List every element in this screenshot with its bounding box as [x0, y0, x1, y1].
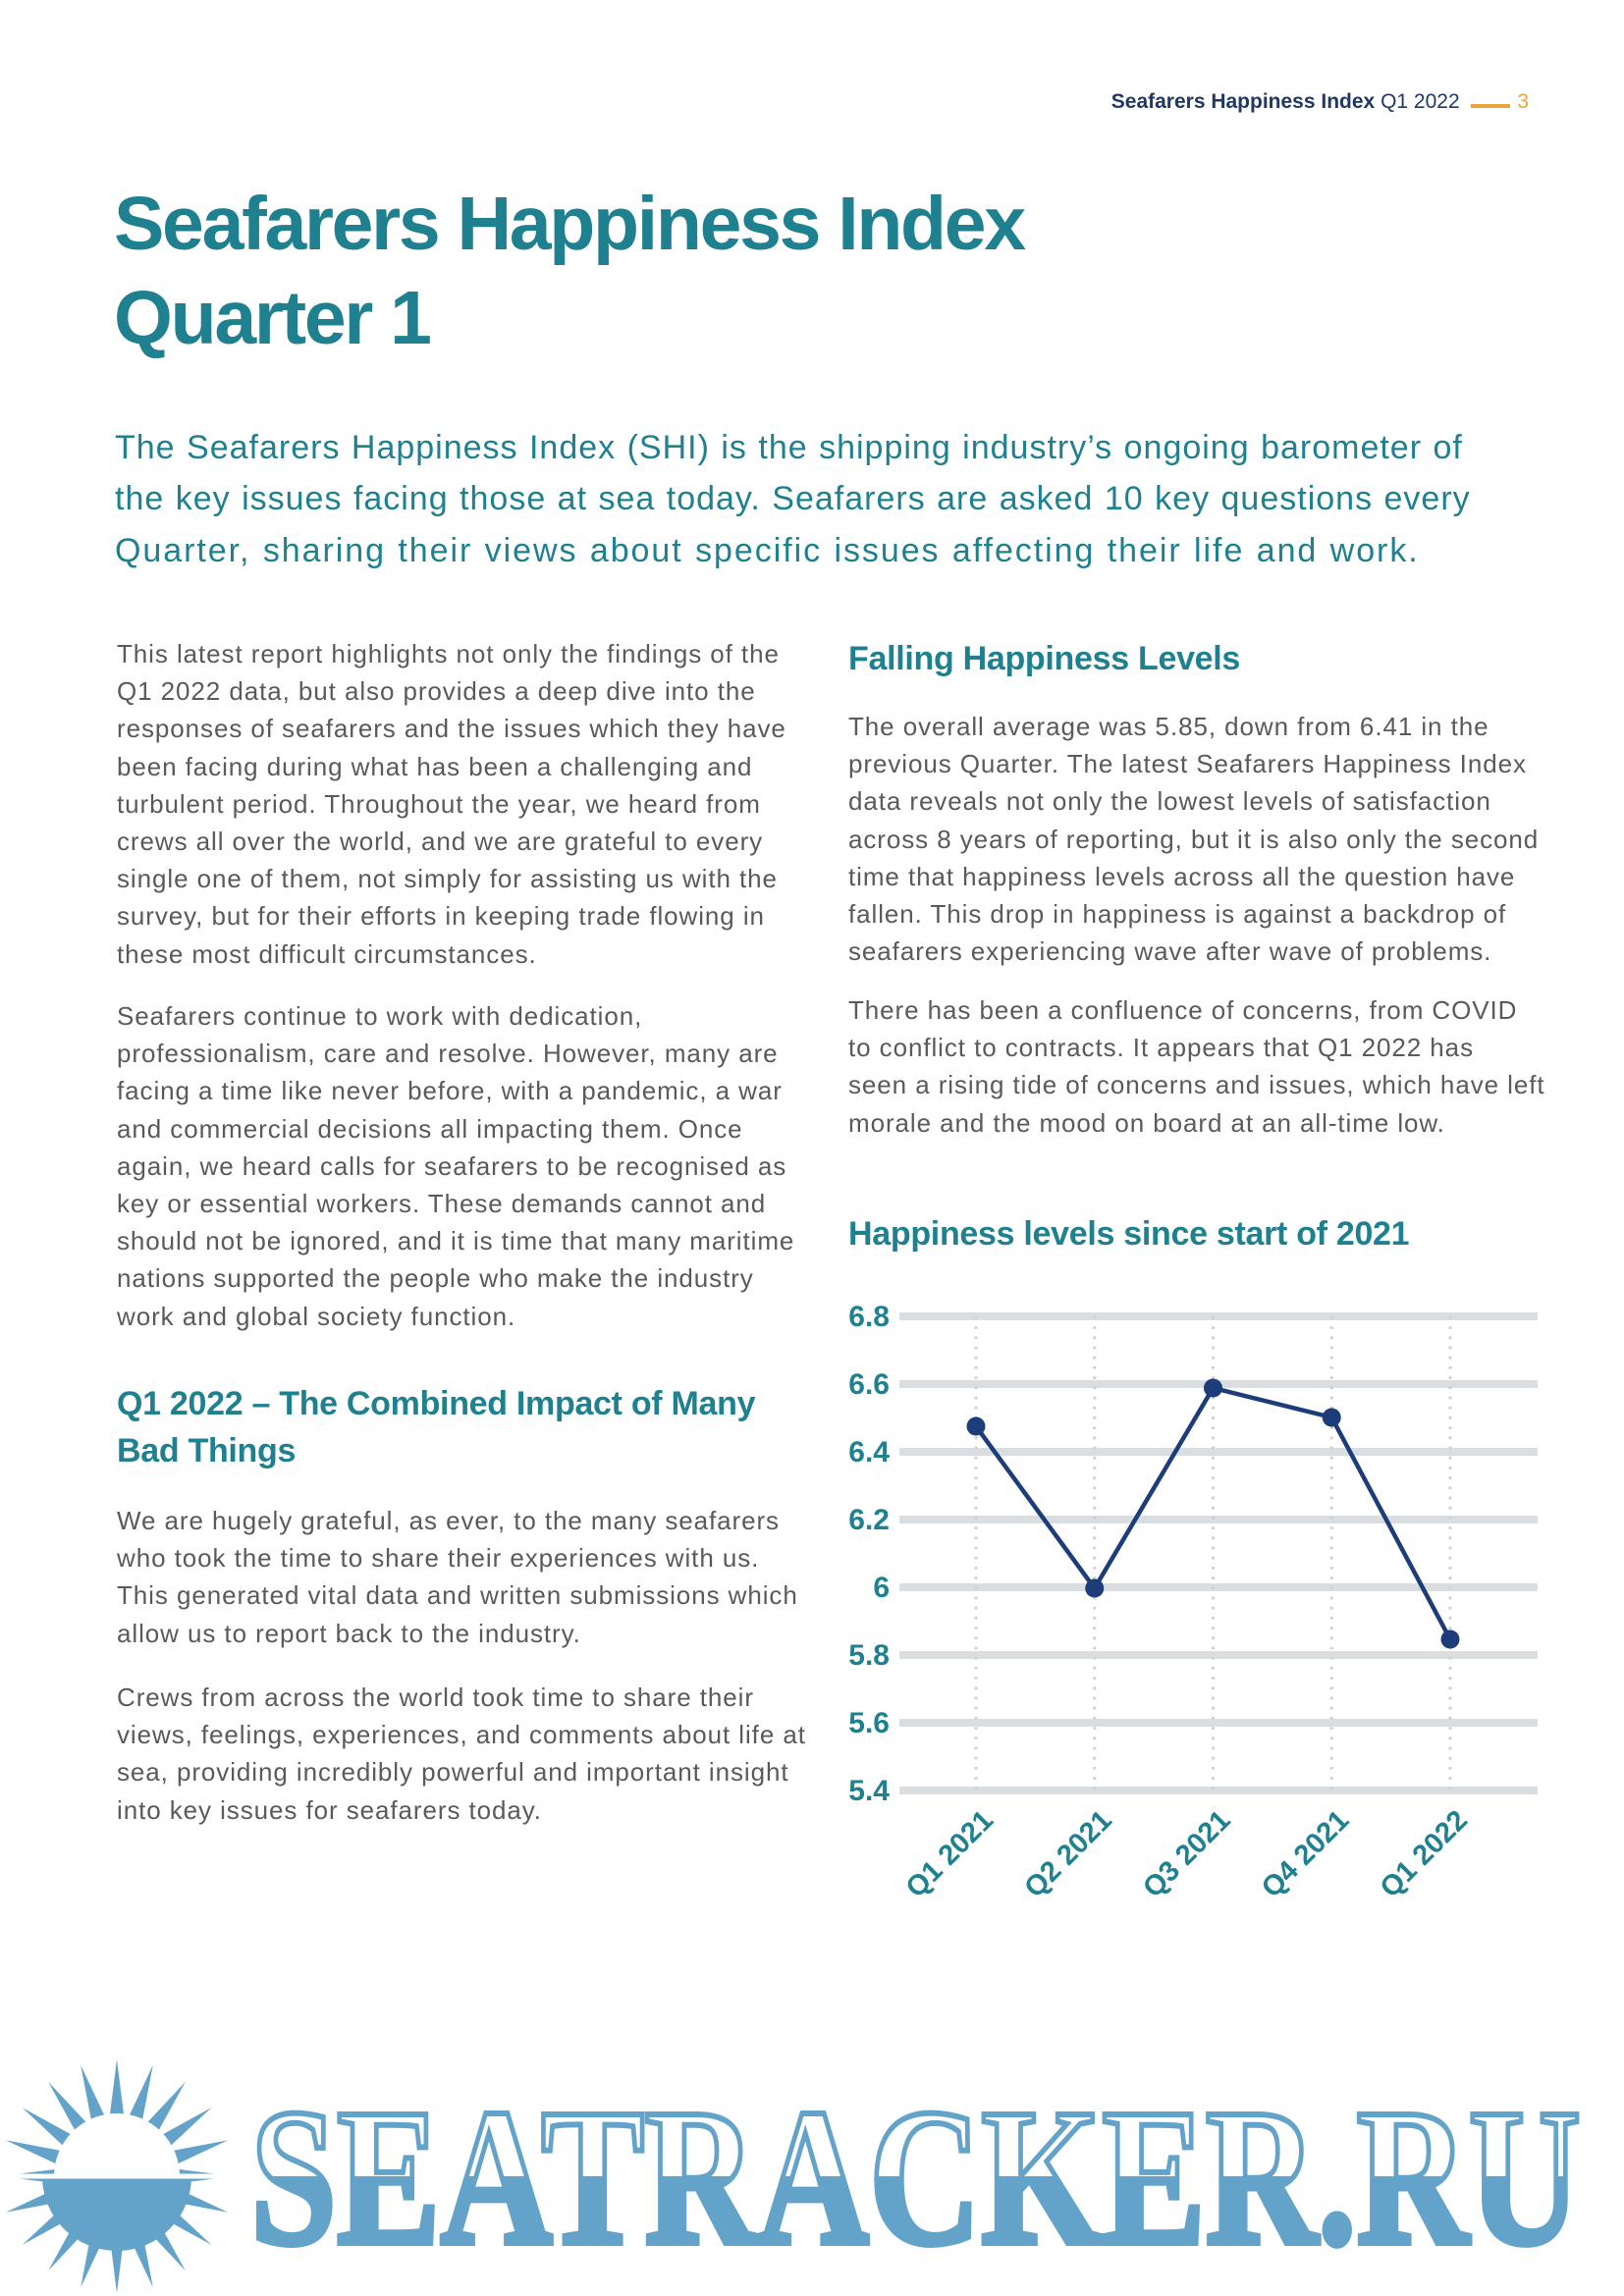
- svg-text:6.6: 6.6: [848, 1368, 890, 1401]
- svg-text:5.4: 5.4: [848, 1775, 890, 1807]
- svg-text:6.4: 6.4: [848, 1436, 890, 1468]
- svg-text:Q1 2021: Q1 2021: [900, 1804, 1000, 1903]
- svg-text:SEATRACKER.RU: SEATRACKER.RU: [250, 2069, 1581, 2286]
- svg-text:5.8: 5.8: [848, 1639, 890, 1672]
- svg-text:Q4 2021: Q4 2021: [1256, 1804, 1355, 1903]
- svg-text:5.6: 5.6: [848, 1707, 890, 1739]
- svg-text:6.2: 6.2: [848, 1504, 890, 1536]
- svg-text:Q2 2021: Q2 2021: [1018, 1804, 1117, 1903]
- svg-text:Q1 2022: Q1 2022: [1375, 1804, 1474, 1903]
- svg-text:Q3 2021: Q3 2021: [1137, 1804, 1236, 1903]
- svg-text:6: 6: [873, 1572, 890, 1604]
- svg-text:6.8: 6.8: [848, 1301, 890, 1333]
